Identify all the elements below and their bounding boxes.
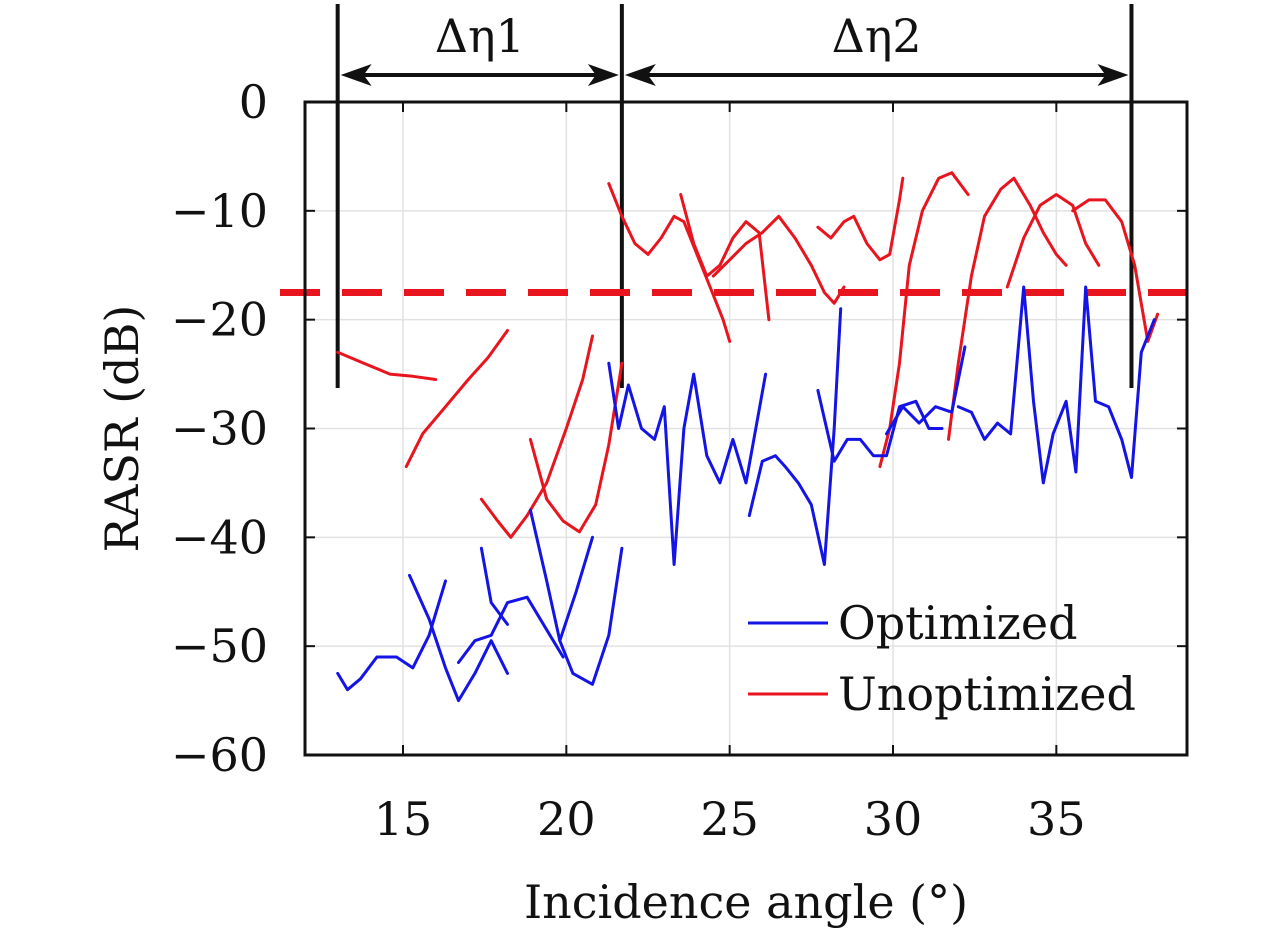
optimized-series-segment (885, 345, 967, 436)
y-tick-label: −60 (171, 728, 268, 782)
x-tick-label: 20 (537, 792, 596, 846)
span-annotations: Δη1 Δη2 (335, 4, 1134, 388)
optimized-series-segment (457, 595, 565, 664)
x-tick-label: 25 (700, 792, 759, 846)
legend: Optimized Unoptimized (748, 596, 1136, 721)
unoptimized-series-segment (479, 334, 594, 539)
optimized-series-segment (336, 579, 447, 692)
series-lines (336, 171, 1160, 703)
x-axis-title: Incidence angle (°) (524, 875, 968, 929)
y-tick-labels: 0 −10 −20 −30 −40 −50 −60 (171, 75, 1187, 782)
optimized-series-segment (408, 573, 509, 703)
x-tick-label: 15 (374, 792, 433, 846)
span-arrow-head (587, 64, 619, 86)
unoptimized-series-segment (607, 182, 732, 343)
y-tick-label: −50 (171, 619, 268, 673)
optimized-series-segment (747, 307, 843, 566)
y-tick-label: −10 (171, 184, 268, 238)
unoptimized-series-segment (1071, 198, 1160, 343)
optimized-series-segment (607, 361, 768, 566)
span-arrow-head (340, 64, 372, 86)
unoptimized-series-segment (404, 329, 509, 469)
span-arrow-head (624, 64, 656, 86)
optimized-series-segment (479, 546, 509, 626)
x-tick-label: 35 (1027, 792, 1086, 846)
y-axis-title: RASR (dB) (95, 305, 149, 553)
optimized-series-segment (956, 285, 1156, 485)
unoptimized-series-segment (528, 361, 624, 534)
unoptimized-series-segment (878, 171, 970, 469)
legend-label: Unoptimized (838, 667, 1136, 721)
unoptimized-series-segment (816, 176, 905, 262)
span-label-1: Δη1 (435, 9, 525, 63)
optimized-series-segment (816, 388, 944, 463)
unoptimized-series-segment (336, 350, 438, 381)
legend-label: Optimized (838, 596, 1078, 650)
unoptimized-series-segment (1005, 193, 1101, 289)
x-tick-label: 30 (864, 792, 923, 846)
unoptimized-series-segment (679, 193, 771, 322)
x-tick-labels: 15 20 25 30 35 (374, 102, 1086, 846)
y-tick-label: −40 (171, 510, 268, 564)
optimized-series-segment (558, 535, 594, 643)
span-label-2: Δη2 (832, 9, 922, 63)
span-arrow-head (1097, 64, 1129, 86)
y-tick-label: −30 (171, 402, 268, 456)
y-tick-label: −20 (171, 293, 268, 347)
unoptimized-series-segment (947, 176, 1068, 441)
y-tick-label: 0 (239, 75, 268, 129)
optimized-series-segment (528, 508, 624, 686)
unoptimized-series-segment (711, 214, 846, 305)
